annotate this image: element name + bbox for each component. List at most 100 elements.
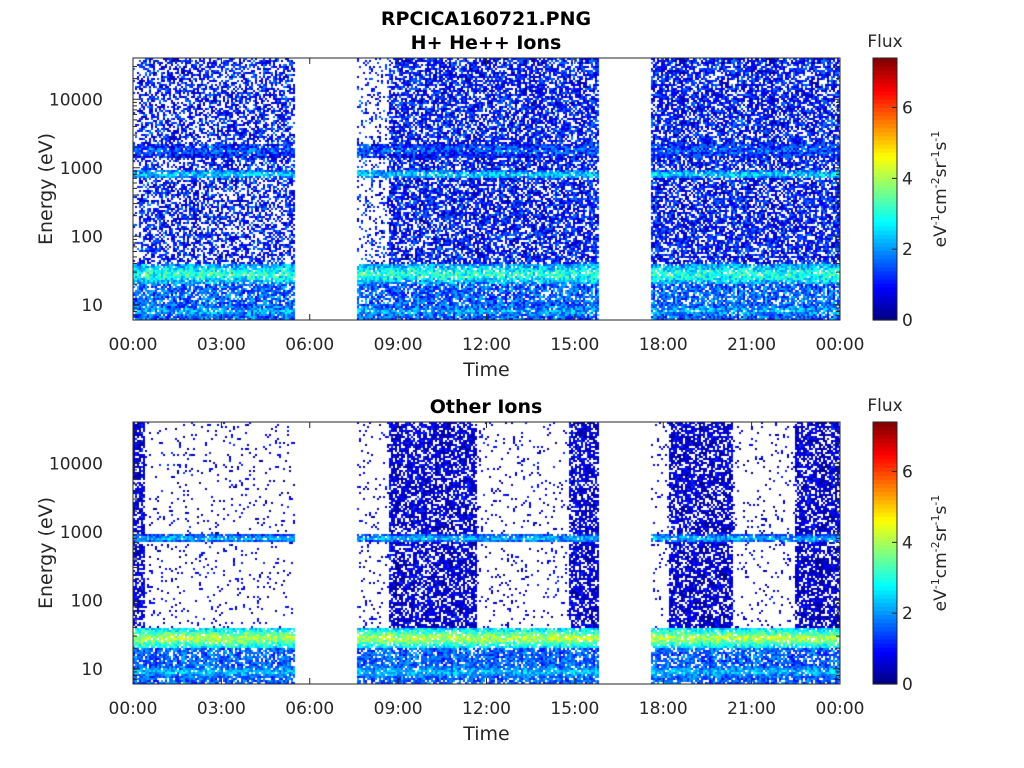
colorbar-segment <box>873 90 897 96</box>
colorbar-segment <box>873 238 897 243</box>
colorbar-segment <box>873 499 897 505</box>
colorbar-units-label: eV-1cm-2sr-1s-1 <box>929 131 951 248</box>
colorbar-segment <box>873 180 897 186</box>
y-tick-label: 10000 <box>49 454 103 474</box>
colorbar-segment <box>873 606 897 611</box>
colorbar-segment <box>873 205 897 211</box>
colorbar-segment <box>873 598 897 603</box>
colorbar-segment <box>873 246 897 252</box>
colorbar-segment <box>873 446 897 452</box>
colorbar-segment <box>873 291 897 297</box>
colorbar-segment <box>873 164 897 170</box>
colorbar-segment <box>873 283 897 288</box>
colorbar-segment <box>873 647 897 652</box>
x-tick-label: 15:00 <box>550 699 599 719</box>
colorbar-segment <box>873 315 897 321</box>
colorbar-segment <box>873 638 897 644</box>
colorbar-segment <box>873 98 897 104</box>
x-tick-label: 00:00 <box>816 335 865 355</box>
y-tick-label: 10 <box>81 660 103 680</box>
x-tick-label: 06:00 <box>285 335 334 355</box>
figure-title-line2: H+ He++ Ions <box>411 32 562 54</box>
colorbar-segment <box>873 168 897 174</box>
colorbar-segment <box>873 667 897 673</box>
x-axis-label: Time <box>462 359 510 381</box>
x-tick-label: 00:00 <box>109 699 158 719</box>
colorbar-segment <box>873 438 897 444</box>
colorbar-segment <box>873 483 897 489</box>
colorbar-segment <box>873 229 897 235</box>
panel-h-he-ions: 00:00 03:00 06:00 09:00 12:00 15:00 18:00 21:00… <box>35 32 951 381</box>
colorbar-segment <box>873 655 897 661</box>
colorbar-segment <box>873 66 897 71</box>
colorbar-segment <box>873 442 897 448</box>
colorbar-segment <box>873 614 897 620</box>
colorbar-segment <box>873 512 897 517</box>
colorbar-segment <box>873 454 897 460</box>
colorbar-segment <box>873 679 897 685</box>
colorbar-segment <box>873 131 897 137</box>
colorbar-segment <box>873 434 897 439</box>
colorbar-segment <box>873 503 897 509</box>
colorbar-segment <box>873 622 897 628</box>
x-tick-label: 21:00 <box>727 335 776 355</box>
colorbar-segment <box>873 634 897 640</box>
colorbar-title: Flux <box>867 396 902 416</box>
y-axis-label: Energy (eV) <box>35 133 57 245</box>
colorbar-segment <box>873 86 897 92</box>
x-tick-label: 18:00 <box>639 335 688 355</box>
colorbar-segment <box>873 593 897 599</box>
colorbar-segment <box>873 74 897 80</box>
colorbar-segment <box>873 422 897 427</box>
colorbar-segment <box>873 651 897 656</box>
colorbar-segment <box>873 254 897 260</box>
colorbar-segment <box>873 618 897 624</box>
colorbar-segment <box>873 193 897 198</box>
colorbar-segment <box>873 540 897 546</box>
colorbar-tick-label: 4 <box>902 533 913 553</box>
colorbar-segment <box>873 430 897 435</box>
colorbar-segment <box>873 78 897 84</box>
colorbar-units-label: eV-1cm-2sr-1s-1 <box>929 495 951 612</box>
x-tick-label: 06:00 <box>285 699 334 719</box>
colorbar-segment <box>873 311 897 317</box>
x-axis-label: Time <box>462 723 510 745</box>
colorbar: 0 2 4 6 Flux eV-1cm-2sr-1s-1 <box>867 32 951 331</box>
colorbar-segment <box>873 234 897 239</box>
colorbar-segment <box>873 630 897 636</box>
y-tick-label: 10000 <box>49 90 103 110</box>
colorbar-segment <box>873 250 897 256</box>
y-tick-label: 10 <box>81 296 103 316</box>
colorbar-segment <box>873 197 897 202</box>
colorbar-segment <box>873 274 897 280</box>
colorbar-segment <box>873 553 897 558</box>
colorbar-segment <box>873 458 897 464</box>
x-tick-label: 18:00 <box>639 699 688 719</box>
colorbar-tick-label: 0 <box>902 311 913 331</box>
colorbar-segment <box>873 225 897 231</box>
colorbar-segment <box>873 127 897 133</box>
y-tick-label: 100 <box>71 227 103 247</box>
colorbar-segment <box>873 479 897 485</box>
colorbar-segment <box>873 287 897 292</box>
colorbar-segment <box>873 565 897 570</box>
colorbar-segment <box>873 135 897 141</box>
x-tick-label: 00:00 <box>816 699 865 719</box>
colorbar-frame <box>872 57 898 321</box>
colorbar-segment <box>873 581 897 587</box>
colorbar-segment <box>873 58 897 63</box>
colorbar-segment <box>873 475 897 480</box>
colorbar-segment <box>873 184 897 190</box>
colorbar-segment <box>873 123 897 129</box>
figure-title-line1: RPCICA160721.PNG <box>381 8 591 30</box>
x-tick-label: 12:00 <box>462 699 511 719</box>
y-tick-label: 100 <box>71 591 103 611</box>
colorbar-segment <box>873 585 897 591</box>
colorbar-segment <box>873 307 897 313</box>
colorbar-segment <box>873 487 897 493</box>
colorbar-segment <box>873 577 897 583</box>
colorbar-tick-label: 6 <box>902 99 913 119</box>
colorbar-segment <box>873 602 897 607</box>
colorbar-segment <box>873 569 897 575</box>
